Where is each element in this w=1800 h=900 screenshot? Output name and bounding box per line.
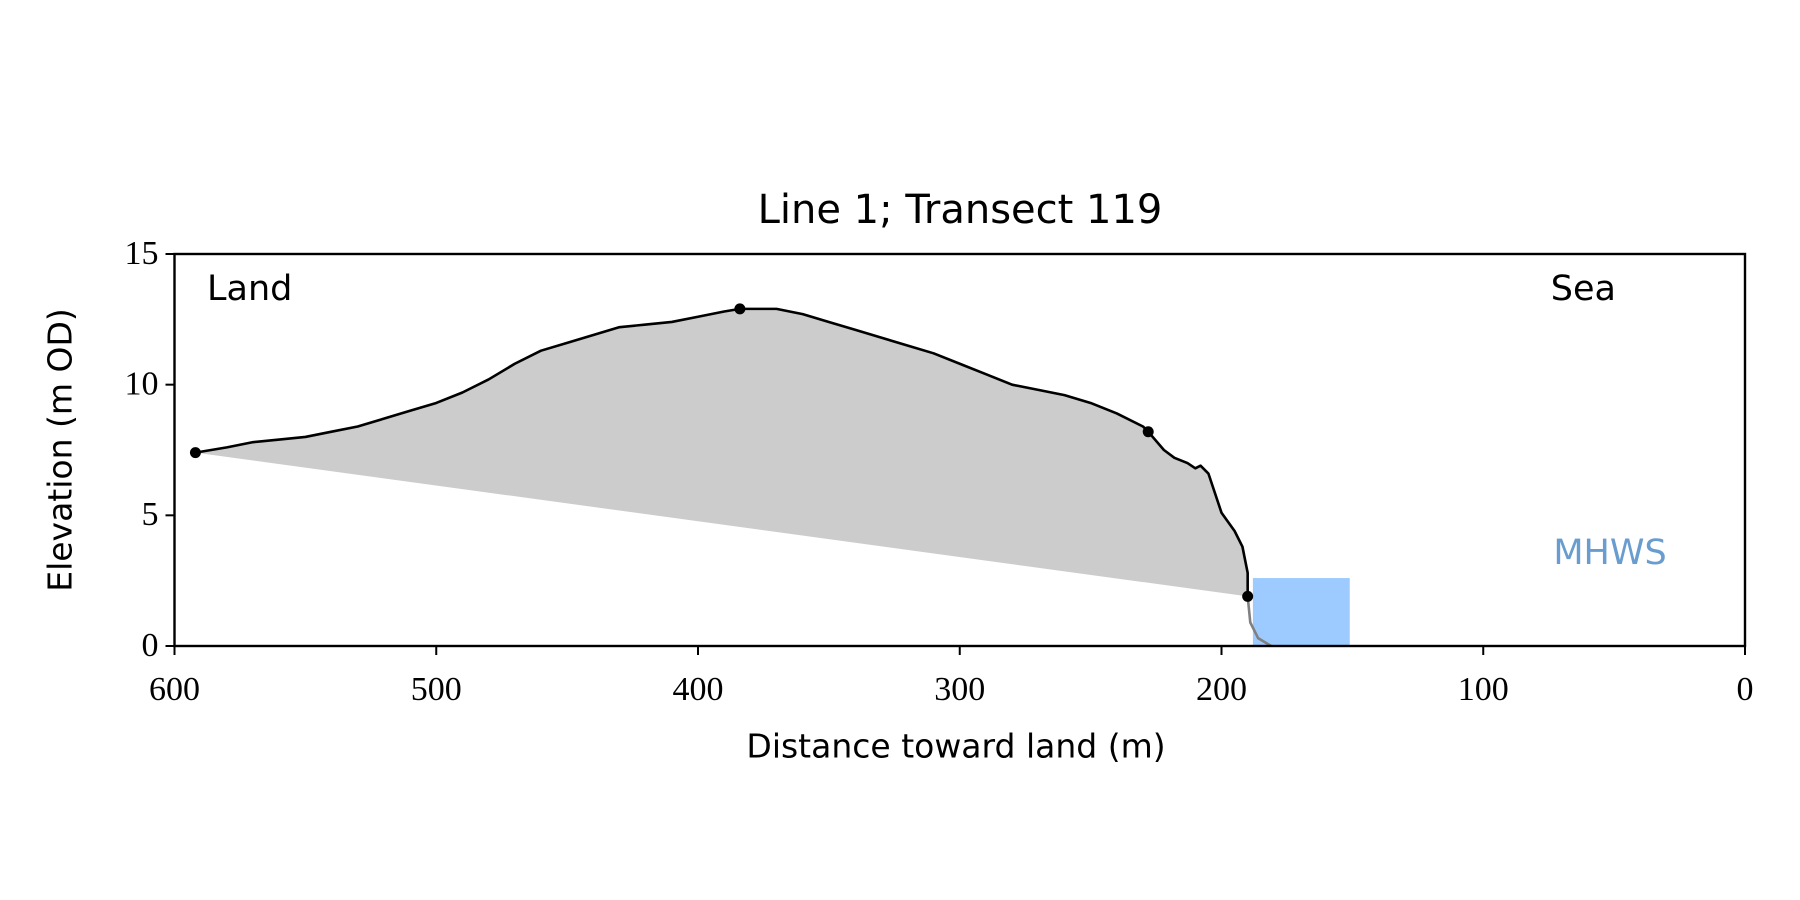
chart-title: Line 1; Transect 119 bbox=[758, 187, 1163, 233]
mhws-box bbox=[1252, 578, 1350, 646]
annotation: Land bbox=[207, 269, 292, 309]
profile-fill bbox=[195, 308, 1248, 597]
y-tick-label: 10 bbox=[125, 365, 159, 402]
marker bbox=[1142, 426, 1154, 438]
x-tick-label: 200 bbox=[1196, 671, 1247, 708]
x-tick-label: 300 bbox=[934, 671, 985, 708]
x-tick-label: 400 bbox=[673, 671, 724, 708]
toe-line bbox=[1246, 596, 1272, 648]
x-axis-label: Distance toward land (m) bbox=[746, 727, 1165, 766]
mhws-label: MHWS bbox=[1553, 533, 1666, 573]
annotation: Sea bbox=[1551, 269, 1616, 309]
y-tick-label: 5 bbox=[142, 496, 159, 533]
profile-line bbox=[195, 307, 1249, 597]
y-tick-label: 0 bbox=[142, 627, 159, 664]
x-tick-label: 0 bbox=[1737, 671, 1754, 708]
marker bbox=[734, 303, 746, 315]
x-tick-label: 100 bbox=[1458, 671, 1509, 708]
y-axis-label: Elevation (m OD) bbox=[41, 308, 80, 592]
x-tick-label: 600 bbox=[149, 671, 200, 708]
marker bbox=[189, 447, 201, 459]
x-tick-label: 500 bbox=[411, 671, 462, 708]
marker bbox=[1242, 590, 1254, 602]
y-tick-label: 15 bbox=[125, 235, 159, 272]
